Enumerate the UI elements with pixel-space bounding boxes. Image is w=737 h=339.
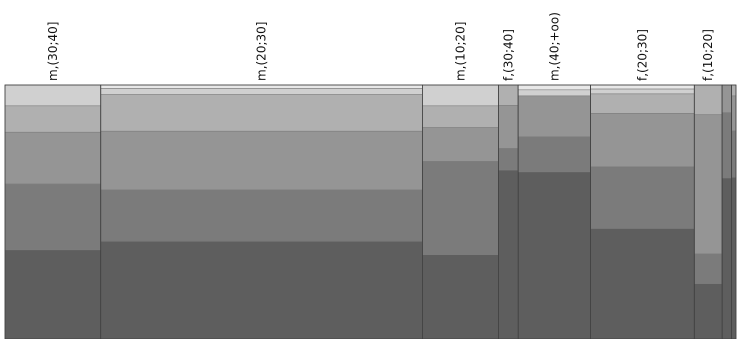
mosaic-tile	[100, 88, 423, 95]
mosaic-column	[4, 84, 102, 339]
mosaic-tile	[721, 84, 732, 113]
mosaic-column	[693, 84, 723, 339]
mosaic-tile	[590, 88, 695, 95]
mosaic-tile	[498, 84, 519, 106]
column-label: m,(10;20]	[453, 22, 467, 81]
mosaic-column	[421, 84, 499, 339]
mosaic-tile	[721, 177, 732, 339]
column-label: m,(20;30]	[255, 22, 269, 81]
mosaic-column	[731, 84, 737, 339]
mosaic-column	[590, 84, 695, 339]
column-labels: m,(30;40] m,(20;30] m,(10;20] f,(30;40] m,(4…	[46, 12, 715, 81]
mosaic-tile	[422, 84, 499, 107]
mosaic-tile	[517, 84, 591, 91]
mosaic-tile	[4, 105, 102, 133]
mosaic-tile	[498, 169, 519, 339]
mosaic-tile	[731, 130, 737, 178]
mosaic-tile	[422, 105, 499, 128]
mosaic-tile	[731, 84, 737, 97]
mosaic-tile	[590, 228, 695, 339]
mosaic-tile	[694, 283, 723, 339]
column-label: f,(20;30]	[635, 29, 649, 81]
column-label: m,(40;+oo)	[547, 12, 561, 81]
column-label: f,(10;20]	[701, 29, 715, 81]
mosaic-tile	[4, 249, 102, 339]
mosaic-tile	[590, 84, 695, 90]
column-label: f,(30;40]	[501, 29, 515, 81]
mosaic-tile	[517, 95, 591, 138]
mosaic-tile	[4, 131, 102, 185]
mosaic-tile	[422, 161, 499, 255]
mosaic-tile	[590, 93, 695, 114]
mosaic-column-border	[731, 84, 737, 339]
mosaic-tile	[100, 130, 423, 191]
mosaic-tile	[694, 253, 723, 284]
mosaic-tile	[100, 240, 423, 339]
mosaic-tile	[100, 94, 423, 132]
mosaic-column	[517, 84, 591, 339]
mosaic-tile	[422, 254, 499, 339]
mosaic-tile	[694, 84, 723, 116]
mosaic-tile	[422, 127, 499, 162]
mosaic-tile	[517, 171, 591, 339]
mosaic-tile	[4, 183, 102, 251]
mosaic-tile	[100, 84, 423, 89]
mosaic-tile	[100, 189, 423, 242]
mosaic-column	[100, 84, 423, 339]
mosaic-tile	[498, 105, 519, 149]
mosaic-column	[498, 84, 519, 339]
mosaic-tile	[694, 114, 723, 255]
column-label: m,(30;40]	[46, 22, 60, 81]
mosaic-tile	[4, 84, 102, 107]
mosaic-tiles	[4, 84, 737, 339]
mosaic-tile	[517, 89, 591, 97]
mosaic-tile	[731, 176, 737, 339]
mosaic-tile	[590, 113, 695, 168]
mosaic-column	[721, 84, 733, 339]
mosaic-tile	[721, 112, 732, 179]
mosaic-tile	[498, 148, 519, 171]
mosaic-tile	[517, 136, 591, 173]
mosaic-tile	[731, 95, 737, 132]
mosaic-tile	[590, 166, 695, 229]
